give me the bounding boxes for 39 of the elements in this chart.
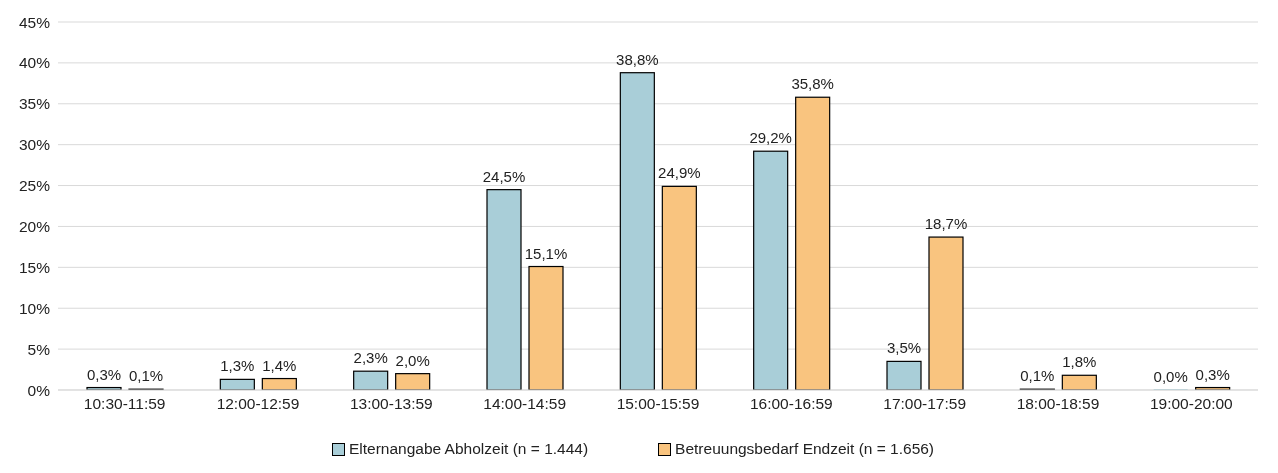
data-label: 2,0% [395, 351, 430, 369]
data-label: 35,8% [791, 75, 834, 93]
legend-label: Betreuungsbedarf Endzeit (n = 1.656) [675, 440, 935, 458]
y-tick-label: 0% [27, 381, 51, 399]
y-tick-label: 15% [18, 258, 51, 276]
y-tick-label: 40% [18, 54, 51, 72]
data-label: 1,3% [220, 357, 255, 375]
data-label: 38,8% [616, 50, 659, 68]
x-tick-label: 19:00-20:00 [1149, 395, 1234, 413]
y-tick-label: 35% [18, 95, 51, 113]
data-label: 0,0% [1153, 368, 1188, 385]
data-label: 0,3% [1195, 365, 1230, 383]
y-tick-label: 5% [27, 340, 51, 358]
data-label: 3,5% [886, 339, 922, 357]
data-label: 24,9% [658, 164, 701, 182]
y-tick-label: 25% [18, 177, 51, 195]
data-label: 0,3% [86, 365, 122, 383]
y-tick-label: 20% [18, 217, 51, 235]
data-label: 1,8% [1062, 353, 1097, 371]
x-tick-label: 16:00-16:59 [749, 395, 833, 413]
data-label: 2,3% [353, 349, 388, 367]
y-tick-label: 10% [18, 299, 51, 317]
x-tick-label: 15:00-15:59 [616, 395, 700, 413]
legend-label: Elternangabe Abholzeit (n = 1.444) [348, 440, 589, 458]
y-tick-label: 30% [18, 136, 51, 154]
x-tick-label: 12:00-12:59 [216, 395, 300, 413]
data-label: 29,2% [749, 129, 792, 147]
y-tick-label: 45% [18, 13, 51, 31]
data-label: 0,1% [128, 367, 164, 385]
data-label: 1,4% [262, 356, 297, 374]
data-label: 18,7% [924, 215, 968, 233]
x-tick-label: 13:00-13:59 [349, 395, 433, 413]
data-label: 15,1% [524, 244, 568, 262]
x-tick-label: 18:00-18:59 [1016, 395, 1100, 413]
x-tick-label: 17:00-17:59 [883, 395, 967, 413]
data-label: 0,1% [1020, 367, 1055, 385]
x-tick-label: 10:30-11:59 [83, 395, 166, 413]
x-tick-label: 14:00-14:59 [483, 395, 567, 413]
data-label: 24,5% [482, 167, 526, 185]
